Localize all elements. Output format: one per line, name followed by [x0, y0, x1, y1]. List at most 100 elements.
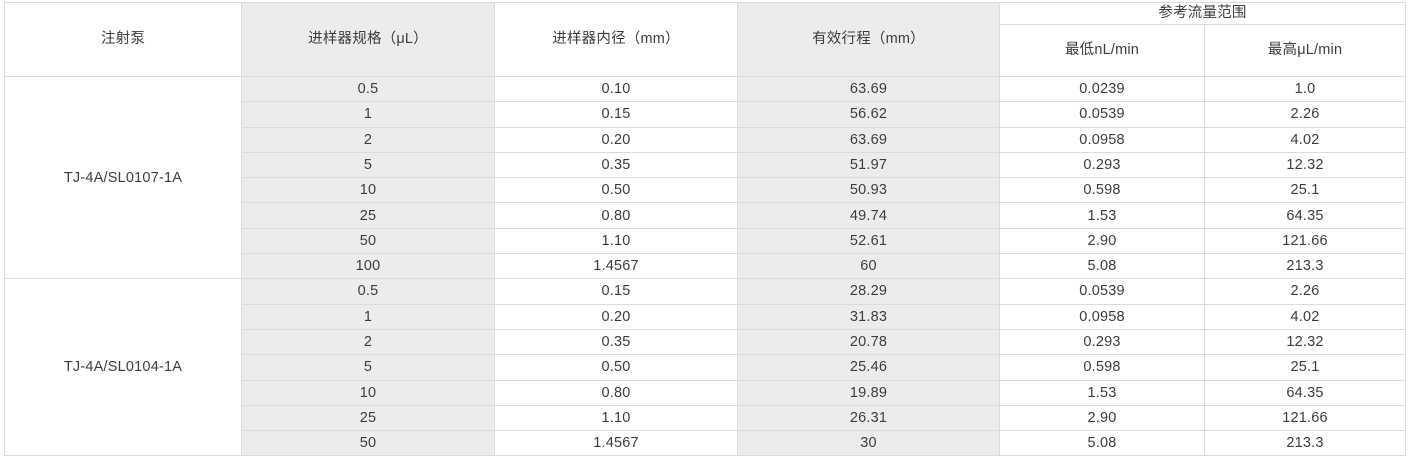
- cell-flow-max: 2.26: [1203, 278, 1407, 305]
- cell-effective-stroke: 52.61: [737, 227, 1000, 255]
- table-row: 2 0.20 63.69 0.0958 4.02: [5, 126, 1407, 153]
- column-header-flow-min: 最低nL/min: [999, 24, 1205, 77]
- cell-effective-stroke: 51.97: [737, 151, 1000, 179]
- cell-effective-stroke: 63.69: [737, 126, 1000, 153]
- cell-injector-spec: 1: [241, 101, 495, 128]
- table-body: TJ-4A/SL0107-1A 0.5 0.10 63.69 0.0239 1.0 1 0.1…: [4, 75, 1407, 456]
- cell-flow-min: 0.0958: [999, 126, 1205, 153]
- table-row: 5 0.50 25.46 0.598 25.1: [5, 354, 1407, 381]
- table-header: 注射泵 进样器规格（μL） 进样器内径（mm） 有效行程（mm） 参考流量范围 …: [4, 2, 1407, 77]
- cell-effective-stroke: 60: [737, 253, 1000, 280]
- cell-flow-max: 4.02: [1203, 303, 1407, 330]
- column-header-injector-diameter: 进样器内径（mm）: [494, 2, 738, 77]
- cell-flow-max: 12.32: [1203, 151, 1407, 179]
- cell-flow-max: 12.32: [1203, 328, 1407, 356]
- cell-effective-stroke: 20.78: [737, 328, 1000, 356]
- cell-injector-diameter: 0.50: [494, 354, 738, 381]
- table-row: 5 0.35 51.97 0.293 12.32: [5, 151, 1407, 179]
- cell-injector-diameter: 0.20: [494, 303, 738, 330]
- cell-flow-max: 4.02: [1203, 126, 1407, 153]
- column-header-flow-max: 最高μL/min: [1203, 24, 1407, 77]
- cell-effective-stroke: 30: [737, 430, 1000, 456]
- cell-effective-stroke: 31.83: [737, 303, 1000, 330]
- cell-flow-max: 25.1: [1203, 177, 1407, 204]
- cell-flow-min: 0.598: [999, 354, 1205, 381]
- cell-flow-max: 1.0: [1203, 75, 1407, 103]
- cell-flow-max: 64.35: [1203, 202, 1407, 229]
- cell-flow-max: 64.35: [1203, 379, 1407, 406]
- cell-flow-min: 0.0239: [999, 75, 1205, 103]
- cell-injector-spec: 2: [241, 126, 495, 153]
- cell-effective-stroke: 28.29: [737, 278, 1000, 305]
- cell-flow-min: 2.90: [999, 227, 1205, 255]
- cell-injector-diameter: 0.50: [494, 177, 738, 204]
- cell-flow-min: 0.293: [999, 151, 1205, 179]
- cell-flow-min: 0.293: [999, 328, 1205, 356]
- column-header-flow-range-group: 参考流量范围: [998, 2, 1407, 25]
- cell-injector-spec: 5: [241, 354, 495, 381]
- table-row: 10 0.80 19.89 1.53 64.35: [5, 379, 1407, 406]
- cell-flow-min: 5.08: [999, 253, 1205, 280]
- cell-injector-spec: 25: [241, 404, 495, 432]
- cell-injector-diameter: 0.15: [494, 278, 738, 305]
- cell-injector-diameter: 1.10: [494, 404, 738, 432]
- column-header-pump: 注射泵: [4, 2, 242, 77]
- cell-flow-max: 213.3: [1203, 430, 1407, 456]
- cell-flow-min: 5.08: [999, 430, 1205, 456]
- cell-injector-spec: 2: [241, 328, 495, 356]
- cell-injector-diameter: 0.80: [494, 202, 738, 229]
- table-row: 25 1.10 26.31 2.90 121.66: [5, 404, 1407, 432]
- table-row: 10 0.50 50.93 0.598 25.1: [5, 177, 1407, 204]
- cell-effective-stroke: 26.31: [737, 404, 1000, 432]
- table-row: 1 0.20 31.83 0.0958 4.02: [5, 303, 1407, 330]
- cell-injector-diameter: 0.15: [494, 101, 738, 128]
- cell-injector-diameter: 1.4567: [494, 253, 738, 280]
- cell-flow-min: 2.90: [999, 404, 1205, 432]
- table-row: 50 1.4567 30 5.08 213.3: [5, 430, 1407, 456]
- cell-injector-spec: 5: [241, 151, 495, 179]
- cell-effective-stroke: 63.69: [737, 75, 1000, 103]
- cell-injector-diameter: 0.35: [494, 151, 738, 179]
- cell-injector-diameter: 0.10: [494, 75, 738, 103]
- column-header-injector-spec: 进样器规格（μL）: [241, 2, 495, 77]
- cell-injector-spec: 0.5: [241, 75, 495, 103]
- table-row: TJ-4A/SL0104-1A 0.5 0.15 28.29 0.0539 2.26: [4, 278, 1407, 456]
- cell-flow-max: 213.3: [1203, 253, 1407, 280]
- cell-pump-model: TJ-4A/SL0107-1A: [4, 75, 242, 280]
- cell-injector-spec: 25: [241, 202, 495, 229]
- column-header-effective-stroke: 有效行程（mm）: [737, 2, 1000, 77]
- cell-injector-diameter: 1.10: [494, 227, 738, 255]
- cell-flow-min: 1.53: [999, 379, 1205, 406]
- syringe-pump-specification-table: 注射泵 进样器规格（μL） 进样器内径（mm） 有效行程（mm） 参考流量范围 …: [4, 2, 1407, 456]
- cell-effective-stroke: 25.46: [737, 354, 1000, 381]
- cell-pump-model: TJ-4A/SL0104-1A: [4, 278, 242, 456]
- cell-flow-min: 0.0958: [999, 303, 1205, 330]
- table-row: TJ-4A/SL0107-1A 0.5 0.10 63.69 0.0239 1.0: [4, 75, 1407, 280]
- cell-injector-spec: 1: [241, 303, 495, 330]
- cell-injector-spec: 100: [241, 253, 495, 280]
- cell-flow-min: 1.53: [999, 202, 1205, 229]
- table-row: 1 0.15 56.62 0.0539 2.26: [5, 101, 1407, 128]
- cell-injector-diameter: 0.35: [494, 328, 738, 356]
- header-row-sub: 最低nL/min 最高μL/min: [5, 24, 1407, 77]
- cell-injector-spec: 50: [241, 430, 495, 456]
- cell-flow-max: 25.1: [1203, 354, 1407, 381]
- specification-table-container: 注射泵 进样器规格（μL） 进样器内径（mm） 有效行程（mm） 参考流量范围 …: [4, 2, 1407, 456]
- cell-effective-stroke: 49.74: [737, 202, 1000, 229]
- cell-flow-min: 0.0539: [999, 101, 1205, 128]
- cell-flow-max: 121.66: [1203, 404, 1407, 432]
- cell-injector-diameter: 1.4567: [494, 430, 738, 456]
- table-row: 100 1.4567 60 5.08 213.3: [5, 253, 1407, 280]
- table-row: 50 1.10 52.61 2.90 121.66: [5, 227, 1407, 255]
- cell-injector-spec: 0.5: [241, 278, 495, 305]
- cell-injector-diameter: 0.80: [494, 379, 738, 406]
- table-row: 2 0.35 20.78 0.293 12.32: [5, 328, 1407, 356]
- cell-injector-spec: 10: [241, 379, 495, 406]
- cell-flow-max: 2.26: [1203, 101, 1407, 128]
- cell-flow-max: 121.66: [1203, 227, 1407, 255]
- cell-flow-min: 0.0539: [999, 278, 1205, 305]
- cell-effective-stroke: 56.62: [737, 101, 1000, 128]
- cell-effective-stroke: 50.93: [737, 177, 1000, 204]
- cell-injector-spec: 10: [241, 177, 495, 204]
- cell-flow-min: 0.598: [999, 177, 1205, 204]
